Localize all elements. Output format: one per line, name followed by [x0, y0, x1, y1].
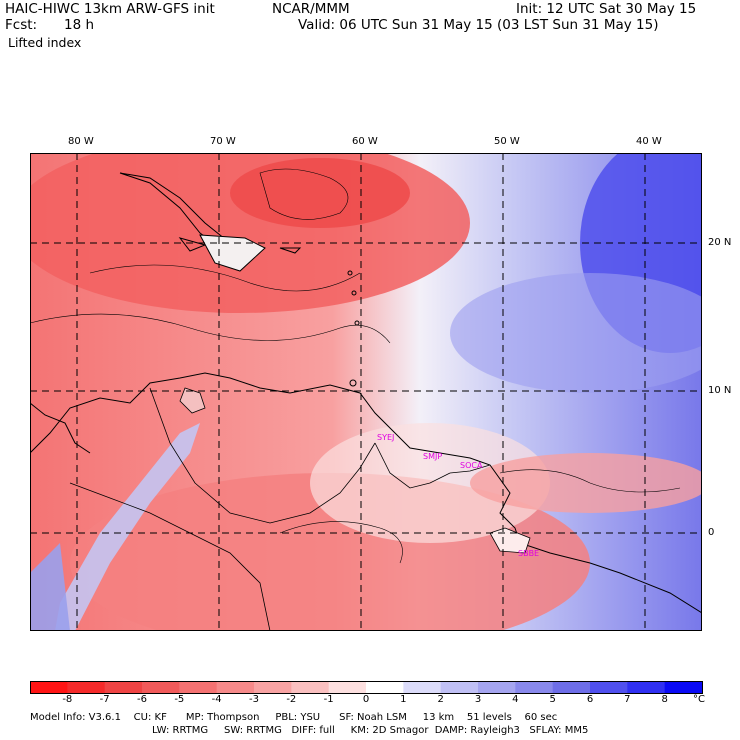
colorbar-cell: [291, 681, 330, 694]
colorbar-tick-label: 5: [549, 694, 556, 705]
institution: NCAR/MMM: [272, 1, 350, 17]
island-trinidad: [349, 379, 357, 387]
colorbar-tick-label: -4: [211, 694, 222, 705]
lon-label-70w: 70 W: [210, 136, 236, 147]
model-title: HAIC-HIWC 13km ARW-GFS init: [5, 1, 215, 17]
coastline-puerto-rico: [279, 247, 302, 254]
colorbar-tick-label: -6: [137, 694, 147, 705]
colorbar-cell: [627, 681, 666, 694]
colorbar-tick-label: 7: [624, 694, 631, 705]
coastline-south-america: [30, 372, 702, 614]
unstable-core-north: [230, 158, 410, 228]
stable-region-east: [450, 273, 702, 393]
colorbar-cell: [142, 681, 180, 694]
lon-label-40w: 40 W: [636, 136, 662, 147]
colorbar-cell: [30, 681, 68, 694]
lake-maracaibo: [179, 387, 206, 414]
colorbar-tick-label: 0: [362, 694, 370, 705]
contour-line: [89, 264, 361, 292]
colorbar-unit: °C: [693, 694, 705, 705]
station-label-smjp: SMJP: [423, 452, 442, 461]
colorbar-cell: [216, 681, 255, 694]
colorbar-tick-label: -3: [249, 694, 259, 705]
footer-model-info: Model Info: V3.6.1 CU: KF MP: Thompson P…: [30, 712, 558, 723]
lifted-index-map: SYEJ SMJP SOCA SBBE: [30, 153, 702, 631]
colorbar-cell: [590, 681, 628, 694]
colorbar: [30, 681, 703, 694]
contour-line: [259, 168, 349, 220]
colorbar-cell: [664, 681, 703, 694]
colorbar-cell: [104, 681, 143, 694]
colorbar-cell: [179, 681, 218, 694]
colorbar-tick-label: -5: [174, 694, 185, 705]
colorbar-cell: [552, 681, 591, 694]
lat-lon-grid: [30, 153, 702, 631]
contour-line: [279, 521, 403, 564]
pacific-stable-area: [30, 543, 70, 631]
colorbar-tick-label: 2: [437, 694, 444, 705]
coastline-jamaica: [178, 237, 207, 252]
colorbar-tick-label: 4: [512, 694, 519, 705]
map-frame: [30, 153, 702, 631]
colorbar-cell: [254, 681, 292, 694]
init-time: Init: 12 UTC Sat 30 May 15: [516, 1, 697, 17]
lon-label-50w: 50 W: [494, 136, 520, 147]
station-label-soca: SOCA: [460, 461, 483, 470]
colorbar-tick-label: 3: [474, 694, 482, 705]
colorbar-cell: [440, 681, 479, 694]
valid-time: Valid: 06 UTC Sun 31 May 15 (03 LST Sun …: [298, 17, 659, 33]
field-name: Lifted index: [8, 35, 82, 50]
lat-label-10n: 10 N: [708, 385, 732, 396]
colorbar-cell: [403, 681, 442, 694]
colorbar-cell: [515, 681, 554, 694]
andes-stable-strip: [55, 423, 200, 631]
colorbar-tick-label: 6: [586, 694, 594, 705]
lon-label-80w: 80 W: [68, 136, 94, 147]
colorbar-cell: [478, 681, 516, 694]
station-label-syej: SYEJ: [377, 433, 394, 442]
colorbar-tick-label: -7: [99, 694, 110, 705]
station-label-sbbe: SBBE: [518, 549, 539, 558]
colorbar-cell: [67, 681, 106, 694]
island-martinique: [351, 290, 357, 296]
contour-line: [499, 469, 681, 493]
coastline-central-america: [30, 402, 91, 454]
forecast-hours: 18 h: [64, 17, 95, 33]
colorbar-cell: [366, 681, 404, 694]
contour-line: [30, 313, 391, 344]
colorbar-cell: [328, 681, 367, 694]
colorbar-tick-label: 8: [661, 694, 668, 705]
border-guyana: [374, 442, 451, 489]
colorbar-tick-label: -8: [62, 694, 73, 705]
colorbar-tick-label: -1: [323, 694, 334, 705]
island-guadeloupe: [347, 270, 353, 276]
border-suriname: [449, 464, 491, 474]
border-venezuela: [149, 387, 376, 524]
lat-label-0: 0: [708, 527, 715, 538]
forecast-label: Fcst:: [5, 17, 38, 33]
colorbar-frame: [30, 681, 703, 694]
colorbar-tick-label: 1: [400, 694, 407, 705]
lon-label-60w: 60 W: [352, 136, 378, 147]
lat-label-20n: 20 N: [708, 237, 732, 248]
itcz-band: [470, 453, 702, 513]
footer-physics-info: LW: RRTMG SW: RRTMG DIFF: full KM: 2D Sm…: [152, 725, 589, 736]
coastline-hispaniola: [199, 234, 266, 272]
colorbar-tick-label: -2: [286, 694, 297, 705]
